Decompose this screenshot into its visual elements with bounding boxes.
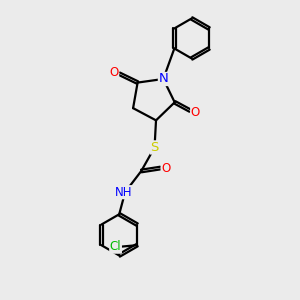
- Text: N: N: [158, 73, 168, 85]
- Text: O: O: [191, 106, 200, 118]
- Text: Cl: Cl: [110, 240, 122, 253]
- Text: S: S: [150, 141, 159, 154]
- Text: O: O: [161, 161, 170, 175]
- Text: O: O: [110, 66, 119, 79]
- Text: NH: NH: [115, 186, 132, 199]
